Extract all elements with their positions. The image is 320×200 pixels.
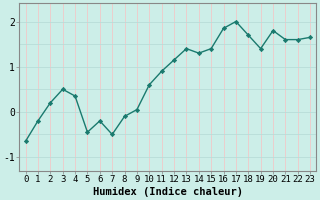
X-axis label: Humidex (Indice chaleur): Humidex (Indice chaleur) <box>93 186 243 197</box>
